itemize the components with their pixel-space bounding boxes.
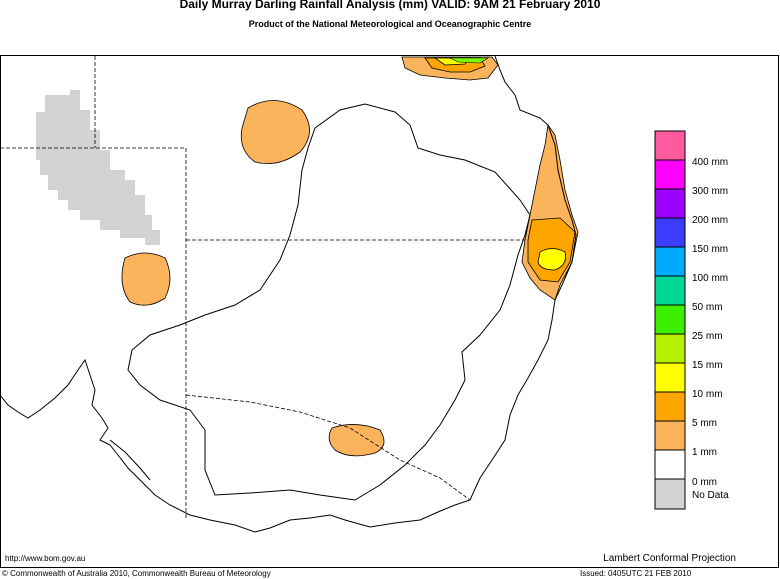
copyright: © Commonwealth of Australia 2010, Common… [2, 569, 271, 578]
projection: Lambert Conformal Projection [603, 553, 736, 564]
legend-swatch [654, 304, 686, 335]
legend-label: 150 mm [692, 244, 728, 255]
legend-swatch [654, 130, 686, 161]
legend-label: 400 mm [692, 157, 728, 168]
legend-label: 50 mm [692, 302, 723, 313]
legend-label: No Data [692, 490, 729, 501]
legend-label: 100 mm [692, 273, 728, 284]
basin-boundary [127, 103, 531, 501]
legend-swatch [654, 246, 686, 277]
coastline [0, 55, 577, 533]
no-data-area [36, 90, 160, 245]
rain-area [328, 424, 385, 457]
url: http://www.bom.gov.au [5, 554, 85, 563]
legend-label: 15 mm [692, 360, 723, 371]
legend-label: 5 mm [692, 418, 717, 429]
legend: 400 mm 300 mm 200 mm 150 mm 100 mm 50 mm… [654, 130, 729, 510]
legend-swatch [654, 275, 686, 306]
legend-swatch [654, 188, 686, 219]
legend-swatch [654, 420, 686, 451]
legend-swatch [654, 449, 686, 480]
legend-swatch [654, 217, 686, 248]
legend-swatch [654, 159, 686, 190]
rain-area [121, 252, 171, 306]
legend-swatch [654, 478, 686, 510]
legend-swatch [654, 333, 686, 364]
legend-label: 0 mm [692, 477, 717, 488]
title: Daily Murray Darling Rainfall Analysis (… [180, 0, 601, 11]
subtitle: Product of the National Meteorological a… [249, 19, 532, 29]
legend-swatch [654, 391, 686, 422]
legend-label: 200 mm [692, 215, 728, 226]
legend-label: 10 mm [692, 389, 723, 400]
rain-area [537, 248, 566, 271]
rain-area [240, 100, 310, 165]
legend-label: 300 mm [692, 186, 728, 197]
legend-label: 25 mm [692, 331, 723, 342]
map-frame [0, 55, 779, 568]
issued: Issued: 0405UTC 21 FEB 2010 [580, 569, 692, 578]
legend-swatch [654, 362, 686, 393]
rain-area [449, 57, 490, 64]
legend-label: 1 mm [692, 447, 717, 458]
coastline [109, 439, 151, 481]
state-border [0, 56, 525, 520]
